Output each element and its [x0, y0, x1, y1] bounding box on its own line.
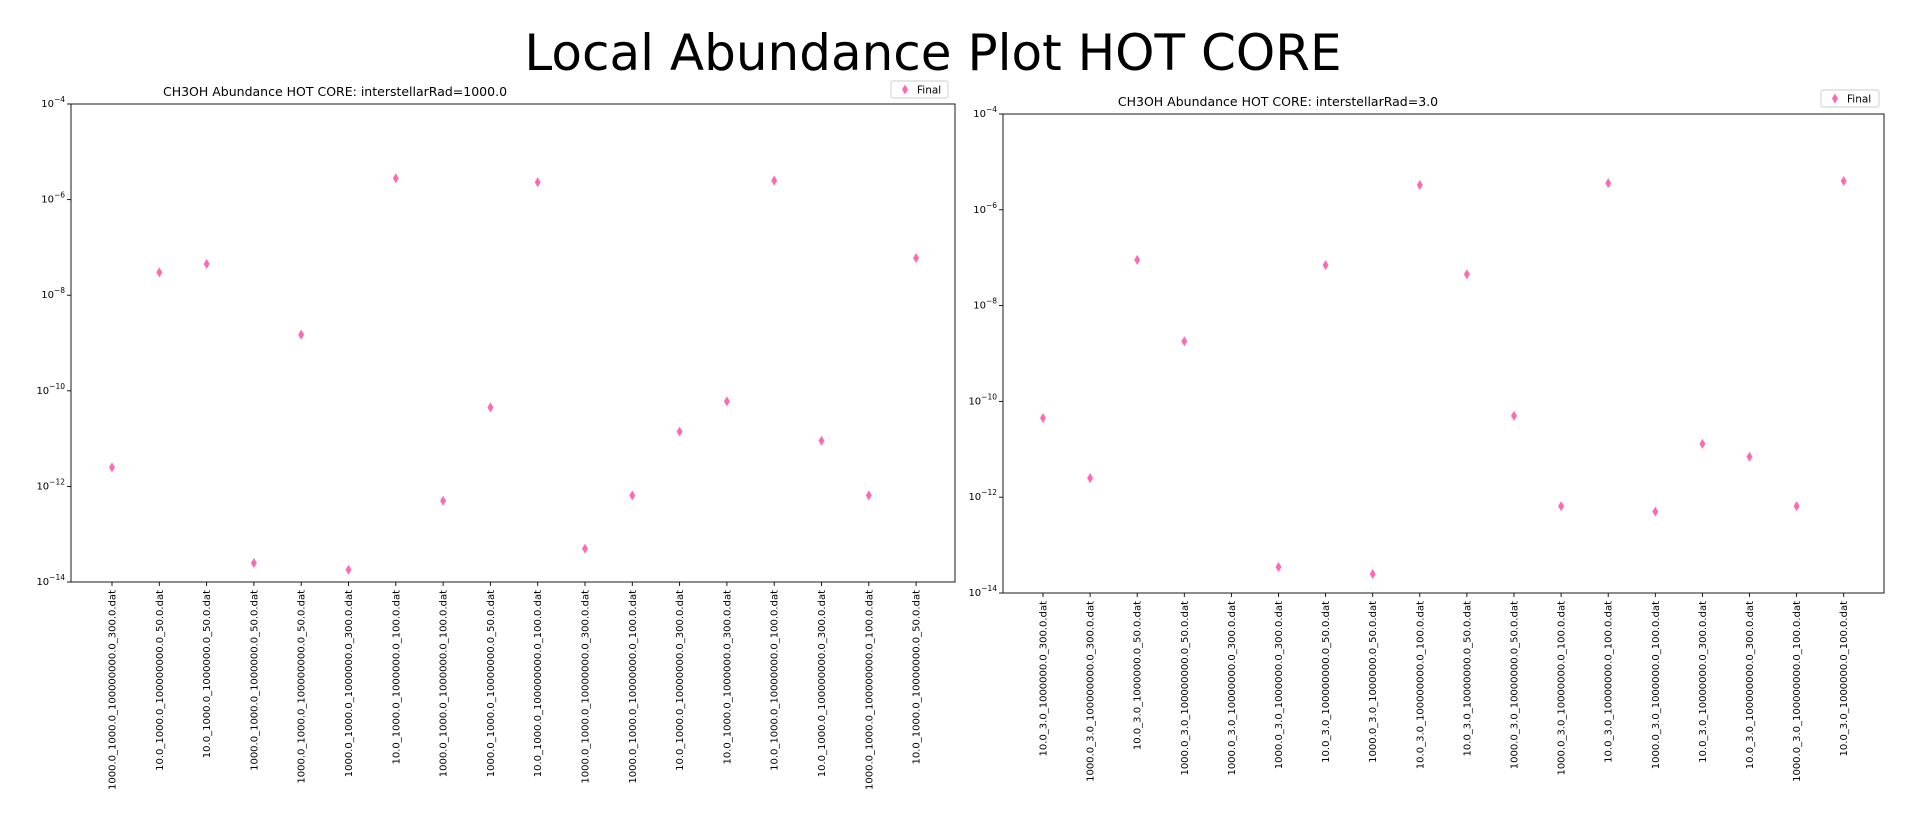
- data-point: [1040, 413, 1046, 424]
- x-tick-label: 1000.0_3.0_1000000.0_300.0.dat: [1274, 601, 1285, 769]
- data-point: [676, 426, 683, 437]
- data-point: [1793, 501, 1800, 512]
- data-point: [1416, 179, 1423, 190]
- x-tick-label: 10.0_3.0_10000000.0_50.0.dat: [1462, 601, 1473, 757]
- data-point: [865, 490, 872, 501]
- y-tick-label: 10−6: [41, 191, 65, 206]
- data-point: [534, 177, 541, 188]
- data-point: [1181, 336, 1188, 347]
- y-tick-label: 10−8: [973, 297, 997, 312]
- x-tick-label: 1000.0_1000.0_10000000.0_100.0.dat: [628, 590, 639, 784]
- data-point: [345, 564, 352, 575]
- x-tick-label: 1000.0_1000.0_10000000.0_300.0.dat: [581, 590, 592, 784]
- x-tick-label: 10.0_1000.0_100000000.0_50.0.dat: [155, 590, 166, 771]
- x-tick-label: 10.0_1000.0_1000000.0_100.0.dat: [391, 590, 402, 765]
- x-tick-label: 10.0_1000.0_1000000.0_300.0.dat: [722, 590, 733, 765]
- x-tick-label: 1000.0_1000.0_1000000.0_300.0.dat: [344, 590, 355, 777]
- data-point: [1369, 568, 1376, 579]
- x-tick-label: 10.0_1000.0_100000000.0_100.0.dat: [533, 590, 544, 777]
- plot-area-frame: [70, 103, 956, 583]
- x-tick-label: 10.0_3.0_10000000.0_100.0.dat: [1604, 601, 1615, 763]
- y-tick-label: 10−6: [973, 201, 997, 216]
- data-point: [771, 175, 778, 186]
- subplot-title: CH3OH Abundance HOT CORE: interstellarRa…: [1118, 94, 1438, 109]
- data-point: [1605, 178, 1612, 189]
- data-point: [250, 557, 257, 568]
- legend-frame: [1820, 89, 1880, 108]
- x-tick-label: 1000.0_1000.0_100000000.0_300.0.dat: [108, 590, 119, 790]
- data-point: [440, 495, 447, 506]
- data-point: [1511, 410, 1517, 421]
- data-point: [1746, 451, 1753, 462]
- data-point: [203, 258, 210, 269]
- x-tick-label: 10.0_3.0_1000000.0_50.0.dat: [1133, 601, 1144, 750]
- data-point: [1087, 473, 1094, 484]
- x-tick-label: 10.0_3.0_1000000.0_300.0.dat: [1039, 601, 1050, 757]
- data-point: [1322, 260, 1329, 271]
- data-point: [818, 435, 825, 446]
- data-point: [723, 396, 730, 407]
- data-point: [1699, 438, 1706, 449]
- y-tick-label: 10−10: [968, 392, 997, 407]
- x-tick-label: 10.0_3.0_100000000.0_100.0.dat: [1415, 601, 1426, 769]
- subplot-1: CH3OH Abundance HOT CORE: interstellarRa…: [36, 80, 956, 790]
- legend: Final: [890, 80, 949, 99]
- y-tick-label: 10−4: [41, 95, 65, 110]
- x-tick-label: 1000.0_1000.0_100000000.0_50.0.dat: [297, 590, 308, 784]
- legend-marker: [1832, 93, 1838, 104]
- data-point: [109, 462, 115, 473]
- data-point: [392, 173, 399, 184]
- data-point: [629, 490, 636, 501]
- subplot-title: CH3OH Abundance HOT CORE: interstellarRa…: [163, 84, 507, 99]
- x-tick-label: 10.0_1000.0_1000000.0_50.0.dat: [202, 590, 213, 758]
- figure-title: Local Abundance Plot HOT CORE: [524, 24, 1341, 82]
- data-point: [1652, 506, 1659, 517]
- y-tick-label: 10−10: [36, 382, 65, 397]
- x-tick-label: 10.0_3.0_1000000.0_100.0.dat: [1839, 601, 1850, 757]
- legend-label: Final: [917, 85, 941, 97]
- x-tick-label: 1000.0_3.0_100000000.0_100.0.dat: [1792, 601, 1803, 782]
- x-tick-label: 10.0_3.0_10000000.0_300.0.dat: [1698, 601, 1709, 763]
- x-tick-label: 1000.0_3.0_10000000.0_300.0.dat: [1227, 601, 1238, 776]
- x-tick-label: 1000.0_3.0_1000000.0_100.0.dat: [1651, 601, 1662, 769]
- x-tick-label: 1000.0_3.0_10000000.0_50.0.dat: [1510, 601, 1521, 769]
- data-point: [1463, 269, 1470, 280]
- x-tick-label: 10.0_1000.0_10000000.0_100.0.dat: [770, 590, 781, 771]
- y-tick-label: 10−12: [36, 477, 65, 492]
- x-tick-label: 10.0_3.0_100000000.0_50.0.dat: [1321, 601, 1332, 763]
- legend: Final: [1820, 89, 1880, 108]
- data-point: [1840, 175, 1847, 186]
- data-point: [582, 543, 588, 554]
- x-tick-label: 1000.0_3.0_100000000.0_50.0.dat: [1180, 601, 1191, 776]
- x-tick-label: 10.0_1000.0_10000000.0_300.0.dat: [675, 590, 686, 771]
- y-tick-label: 10−14: [968, 584, 997, 599]
- data-point: [913, 253, 920, 264]
- legend-label: Final: [1847, 94, 1871, 106]
- x-tick-label: 1000.0_3.0_1000000.0_50.0.dat: [1368, 601, 1379, 763]
- plot-area-frame: [1002, 113, 1885, 594]
- x-tick-label: 10.0_3.0_100000000.0_300.0.dat: [1745, 601, 1756, 769]
- y-tick-label: 10−14: [36, 573, 65, 588]
- y-tick-label: 10−12: [968, 488, 997, 503]
- data-point: [1558, 501, 1565, 512]
- x-tick-label: 1000.0_1000.0_1000000.0_100.0.dat: [439, 590, 450, 777]
- y-tick-label: 10−4: [973, 105, 997, 120]
- subplot-2: CH3OH Abundance HOT CORE: interstellarRa…: [968, 89, 1885, 782]
- y-tick-label: 10−8: [41, 286, 65, 301]
- data-point: [1134, 254, 1141, 265]
- data-point: [298, 329, 305, 340]
- data-point: [1275, 561, 1282, 572]
- legend-marker: [902, 84, 908, 95]
- data-point: [487, 402, 494, 413]
- x-tick-label: 1000.0_1000.0_1000000.0_50.0.dat: [249, 590, 260, 771]
- x-tick-label: 1000.0_3.0_100000000.0_300.0.dat: [1086, 601, 1097, 782]
- data-point: [156, 267, 163, 278]
- x-tick-label: 1000.0_3.0_10000000.0_100.0.dat: [1557, 601, 1568, 776]
- x-tick-label: 10.0_1000.0_100000000.0_300.0.dat: [817, 590, 828, 777]
- x-tick-label: 1000.0_1000.0_100000000.0_100.0.dat: [864, 590, 875, 790]
- x-tick-label: 1000.0_1000.0_10000000.0_50.0.dat: [486, 590, 497, 777]
- x-tick-label: 10.0_1000.0_10000000.0_50.0.dat: [912, 590, 923, 765]
